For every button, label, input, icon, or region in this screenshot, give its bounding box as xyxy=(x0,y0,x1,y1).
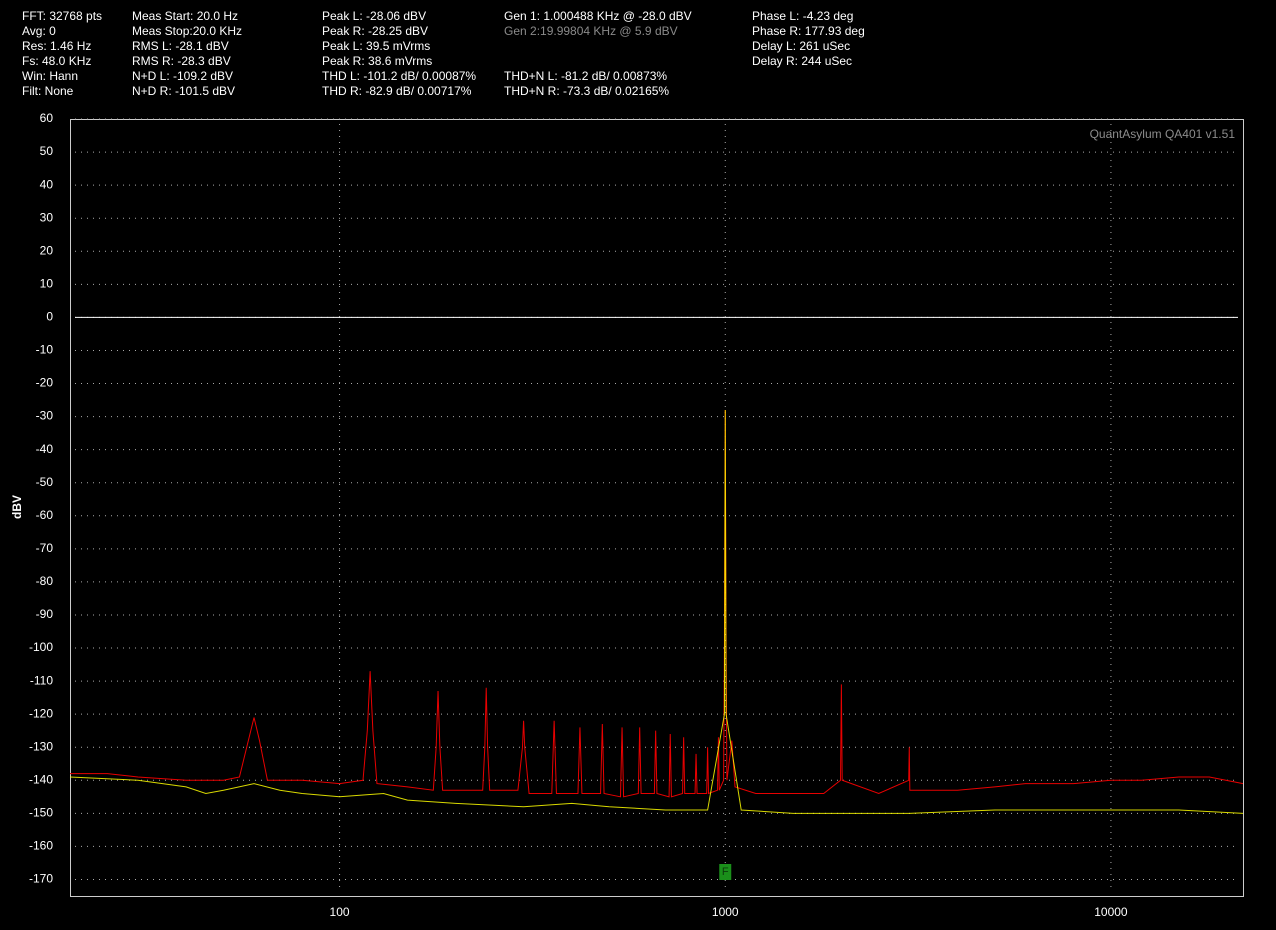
status-text: Delay L: 261 uSec xyxy=(752,39,850,53)
status-text: RMS R: -28.3 dBV xyxy=(132,54,231,68)
status-text: Peak L: 39.5 mVrms xyxy=(322,39,430,53)
status-text: Res: 1.46 Hz xyxy=(22,39,91,53)
y-tick-label: -130 xyxy=(29,739,53,753)
status-text: Meas Stop:20.0 KHz xyxy=(132,24,242,38)
x-tick-label: 100 xyxy=(330,905,350,919)
y-tick-label: -40 xyxy=(36,442,54,456)
y-tick-label: -60 xyxy=(36,508,54,522)
status-text: THD R: -82.9 dB/ 0.00717% xyxy=(322,84,472,98)
status-text: FFT: 32768 pts xyxy=(22,9,102,23)
y-tick-label: -160 xyxy=(29,839,53,853)
status-text: RMS L: -28.1 dBV xyxy=(132,39,229,53)
y-tick-label: -90 xyxy=(36,607,54,621)
status-text: THD+N R: -73.3 dB/ 0.02165% xyxy=(504,84,669,98)
plot-frame xyxy=(70,119,1244,897)
y-tick-label: -150 xyxy=(29,806,53,820)
y-tick-label: 50 xyxy=(40,144,54,158)
y-tick-label: -120 xyxy=(29,706,53,720)
y-tick-label: -170 xyxy=(29,872,53,886)
y-tick-label: 0 xyxy=(46,310,53,324)
series-line xyxy=(69,409,1244,814)
status-text: THD L: -101.2 dB/ 0.00087% xyxy=(322,69,476,83)
status-text: Peak R: 38.6 mVrms xyxy=(322,54,432,68)
y-tick-label: 10 xyxy=(40,276,54,290)
status-text: Meas Start: 20.0 Hz xyxy=(132,9,238,23)
series-line xyxy=(70,409,1244,798)
status-text: Fs: 48.0 KHz xyxy=(22,54,91,68)
status-text: Phase L: -4.23 deg xyxy=(752,9,853,23)
y-axis-title: dBV xyxy=(10,495,24,519)
status-text: N+D L: -109.2 dBV xyxy=(132,69,233,83)
y-tick-label: -110 xyxy=(30,673,53,687)
y-tick-label: 30 xyxy=(40,210,54,224)
x-tick-label: 10000 xyxy=(1094,905,1128,919)
y-tick-label: -70 xyxy=(36,541,54,555)
y-tick-label: -30 xyxy=(36,409,54,423)
y-tick-label: 60 xyxy=(40,111,54,125)
frequency-marker xyxy=(719,864,732,880)
status-text: N+D R: -101.5 dBV xyxy=(132,84,235,98)
watermark: QuantAsylum QA401 v1.51 xyxy=(1090,127,1236,141)
status-text: Avg: 0 xyxy=(22,24,56,38)
status-text: Gen 1: 1.000488 KHz @ -28.0 dBV xyxy=(504,9,692,23)
y-tick-label: -80 xyxy=(36,574,54,588)
frequency-marker-label: F xyxy=(722,866,729,878)
y-tick-label: -10 xyxy=(36,343,54,357)
status-text: Peak R: -28.25 dBV xyxy=(322,24,428,38)
status-text: Win: Hann xyxy=(22,69,78,83)
status-text: Delay R: 244 uSec xyxy=(752,54,852,68)
status-text: Filt: None xyxy=(22,84,74,98)
y-tick-label: 40 xyxy=(40,177,54,191)
status-text: THD+N L: -81.2 dB/ 0.00873% xyxy=(504,69,667,83)
y-tick-label: -20 xyxy=(36,376,54,390)
status-text: Gen 2:19.99804 KHz @ 5.9 dBV xyxy=(504,24,678,38)
y-tick-label: 20 xyxy=(40,243,54,257)
y-tick-label: -100 xyxy=(29,640,53,654)
status-text: Peak L: -28.06 dBV xyxy=(322,9,426,23)
x-tick-label: 1000 xyxy=(712,905,739,919)
y-tick-label: -140 xyxy=(29,772,53,786)
y-tick-label: -50 xyxy=(36,475,54,489)
status-text: Phase R: 177.93 deg xyxy=(752,24,865,38)
